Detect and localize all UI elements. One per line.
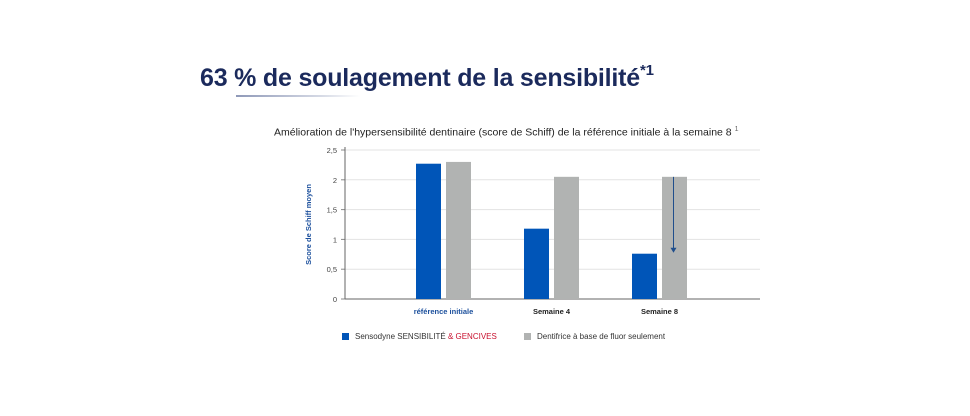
chart-title: Amélioration de l'hypersensibilité denti… (274, 126, 738, 139)
headline-text: 63 % de soulagement de la sensibilité (200, 64, 640, 92)
x-tick-label: référence initiale (414, 307, 474, 316)
y-tick-label: 0 (333, 295, 337, 304)
y-tick-label: 1,5 (327, 206, 337, 215)
headline-footnote-marker: *1 (639, 62, 654, 79)
legend-label-fluoride: Dentifrice à base de fluor seulement (537, 332, 666, 341)
x-tick-label: Semaine 8 (641, 307, 678, 316)
chart-title-footnote-marker: 1 (734, 126, 739, 133)
arrow-head (670, 247, 677, 253)
bar (554, 176, 579, 299)
legend-swatch-sensodyne (342, 333, 349, 340)
bar (524, 228, 549, 299)
legend-item-sensodyne: Sensodyne SENSIBILITÉ & GENCIVES (342, 332, 497, 341)
legend-swatch-fluoride (524, 333, 531, 340)
bar (632, 253, 657, 299)
y-axis-title: Score de Schiff moyen (304, 184, 313, 265)
y-tick-label: 2 (333, 176, 337, 185)
y-tick-label: 0,5 (327, 265, 337, 274)
y-tick-label: 2,5 (327, 146, 337, 155)
bar (416, 163, 441, 299)
bar (662, 176, 687, 299)
y-tick-label: 1 (333, 235, 337, 244)
legend-item-fluoride: Dentifrice à base de fluor seulement (524, 332, 665, 341)
headline-underline (236, 95, 360, 97)
page-headline: 63 % de soulagement de la sensibilité*1 (200, 62, 654, 93)
legend-label-sensodyne: Sensodyne SENSIBILITÉ & GENCIVES (355, 332, 497, 341)
chart-title-text: Amélioration de l'hypersensibilité denti… (274, 126, 732, 139)
bar (446, 161, 471, 299)
x-tick-label: Semaine 4 (533, 307, 571, 316)
